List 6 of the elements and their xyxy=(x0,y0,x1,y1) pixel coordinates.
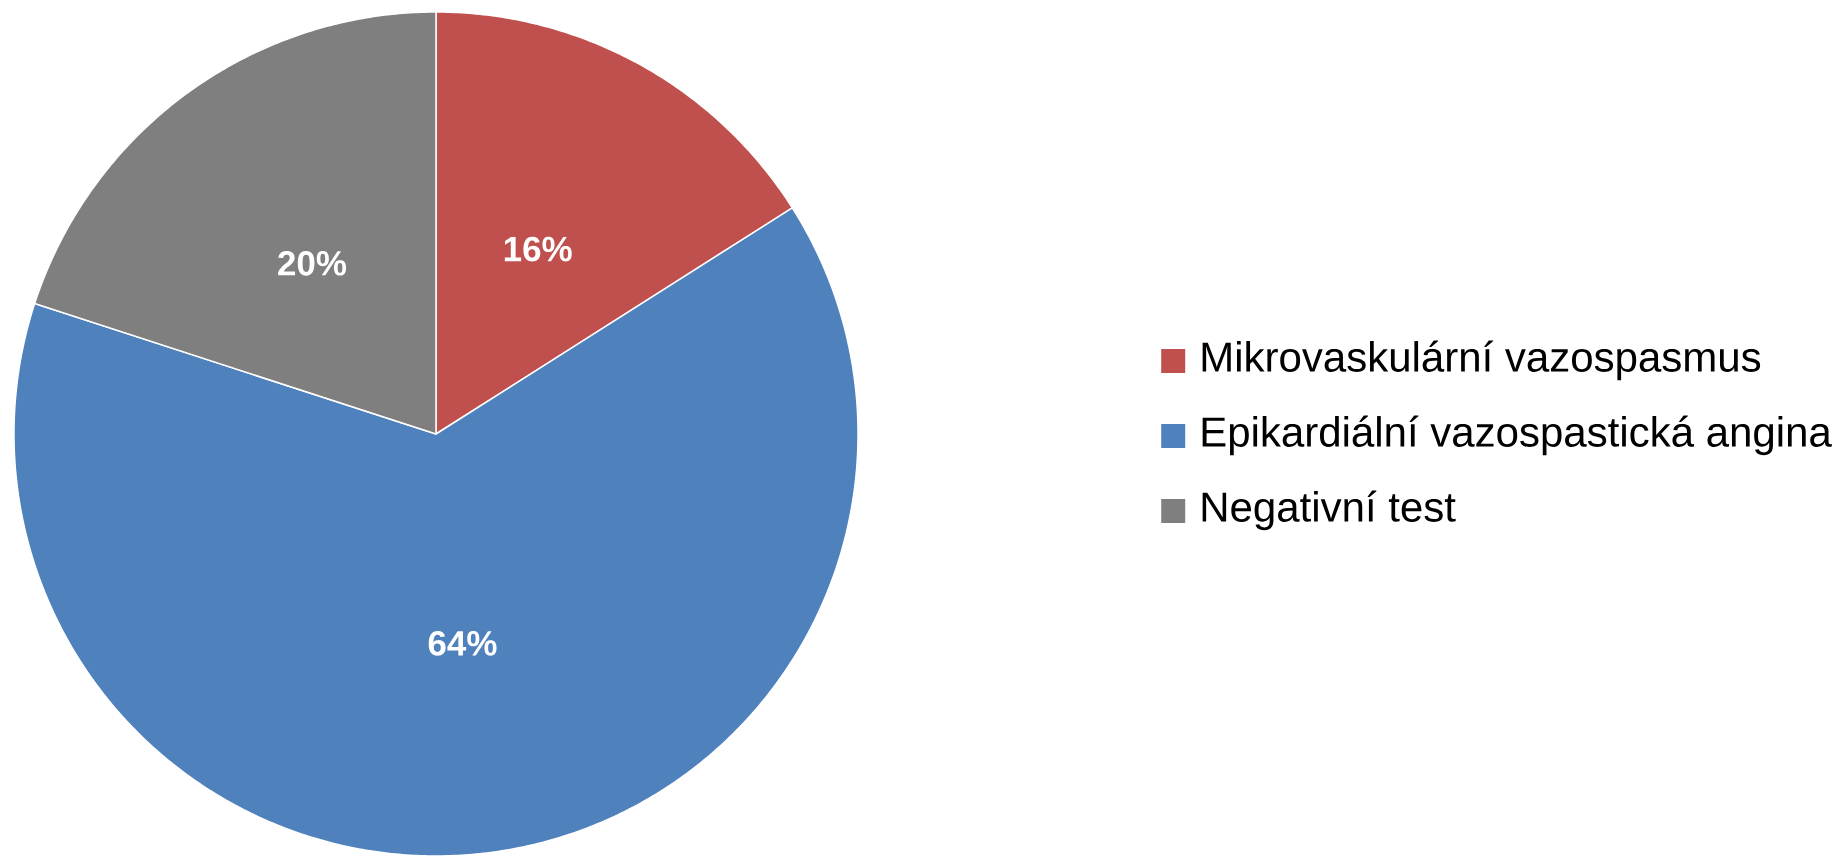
data-label: 64% xyxy=(428,630,497,656)
legend-label: Mikrovaskulární vazospasmus xyxy=(1202,340,1761,381)
data-label: 20% xyxy=(278,250,347,276)
data-label: 16% xyxy=(504,236,572,262)
legend-label: Epikardiální vazospastická angina xyxy=(1202,415,1832,456)
legend-label: Negativní test xyxy=(1202,490,1456,531)
